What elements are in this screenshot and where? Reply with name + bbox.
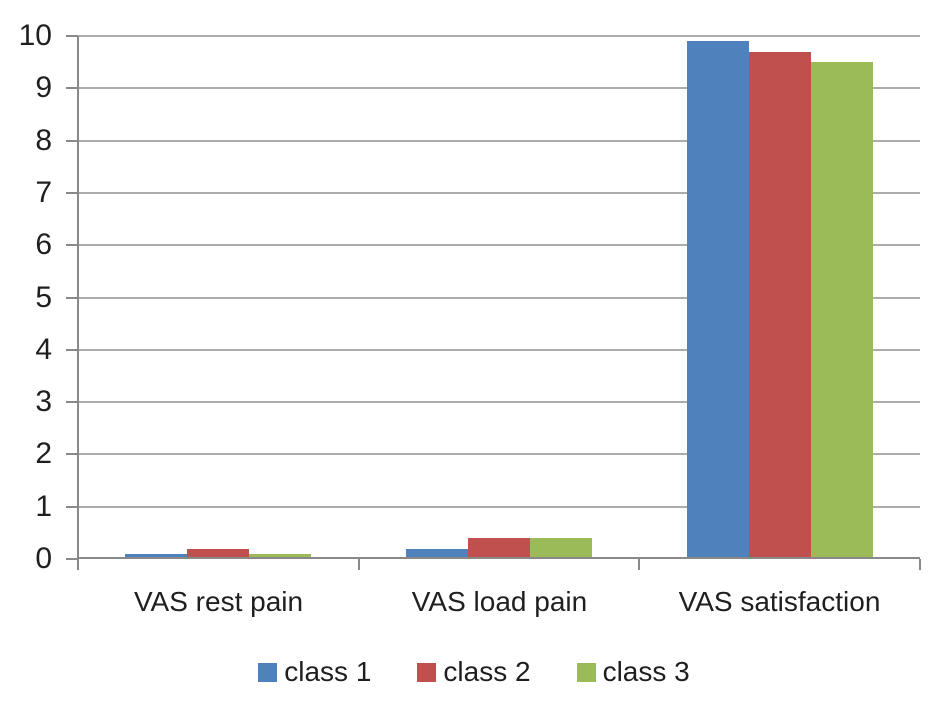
x-category-label-vas-load-pain: VAS load pain <box>411 586 588 617</box>
chart-legend: class 1 class 2 class 3 <box>0 656 948 688</box>
legend-label: class 2 <box>443 656 531 687</box>
bar-class-1-vas-load-pain <box>406 549 468 559</box>
bar-class-1-vas-satisfaction <box>687 41 749 559</box>
bar-class-3-vas-rest-pain <box>249 554 311 559</box>
gridline-y-4 <box>78 348 920 351</box>
y-tick-label-10: 10 <box>18 19 52 52</box>
y-tick-label-4: 4 <box>35 332 52 366</box>
bar-class-2-vas-satisfaction <box>749 52 811 559</box>
gridline-y-5 <box>78 296 920 299</box>
x-category-label-vas-rest-pain: VAS rest pain <box>133 586 304 617</box>
gridline-y-6 <box>78 244 920 247</box>
legend-swatch-icon <box>417 662 437 682</box>
legend-item-class-1: class 1 <box>258 656 371 688</box>
bar-class-1-vas-rest-pain <box>125 554 187 559</box>
legend-swatch-icon <box>258 662 278 682</box>
y-axis-line <box>77 36 79 559</box>
y-tick-mark-9 <box>66 87 78 90</box>
x-category-label-vas-satisfaction: VAS satisfaction <box>678 586 881 617</box>
y-tick-mark-2 <box>66 453 78 456</box>
legend-swatch-icon <box>576 662 596 682</box>
y-tick-label-7: 7 <box>35 175 52 209</box>
gridline-y-8 <box>78 139 920 142</box>
y-tick-mark-10 <box>66 35 78 37</box>
bar-class-2-vas-rest-pain <box>187 549 249 559</box>
plot-area <box>78 35 920 559</box>
bar-class-3-vas-satisfaction <box>811 62 873 559</box>
gridline-y-7 <box>78 191 920 194</box>
bar-class-3-vas-load-pain <box>530 538 592 559</box>
y-tick-mark-7 <box>66 191 78 194</box>
y-tick-label-9: 9 <box>35 71 52 105</box>
gridline-y-3 <box>78 401 920 404</box>
y-tick-label-0: 0 <box>35 542 52 575</box>
x-tick-mark-3 <box>919 559 921 570</box>
y-tick-label-5: 5 <box>35 280 52 314</box>
legend-label: class 3 <box>602 656 690 687</box>
x-tick-mark-1 <box>358 559 360 570</box>
legend-item-class-3: class 3 <box>576 656 690 688</box>
y-tick-label-2: 2 <box>35 437 52 471</box>
gridline-y-2 <box>78 453 920 456</box>
legend-item-class-2: class 2 <box>417 656 531 688</box>
y-tick-mark-5 <box>66 296 78 299</box>
x-tick-mark-0 <box>77 559 79 570</box>
y-tick-label-6: 6 <box>35 228 52 262</box>
legend-label: class 1 <box>284 656 372 687</box>
y-tick-label-3: 3 <box>35 385 52 419</box>
y-tick-label-1: 1 <box>35 489 52 523</box>
y-tick-mark-4 <box>66 348 78 351</box>
y-tick-mark-3 <box>66 401 78 404</box>
x-axis-line <box>78 557 920 559</box>
gridline-y-9 <box>78 87 920 90</box>
y-tick-mark-6 <box>66 244 78 247</box>
y-tick-mark-1 <box>66 505 78 508</box>
x-tick-mark-2 <box>638 559 640 570</box>
y-tick-label-8: 8 <box>35 123 52 157</box>
y-tick-mark-8 <box>66 139 78 142</box>
y-tick-mark-0 <box>66 558 78 560</box>
gridline-y-1 <box>78 505 920 508</box>
gridline-y-10 <box>78 35 920 37</box>
bar-class-2-vas-load-pain <box>468 538 530 559</box>
